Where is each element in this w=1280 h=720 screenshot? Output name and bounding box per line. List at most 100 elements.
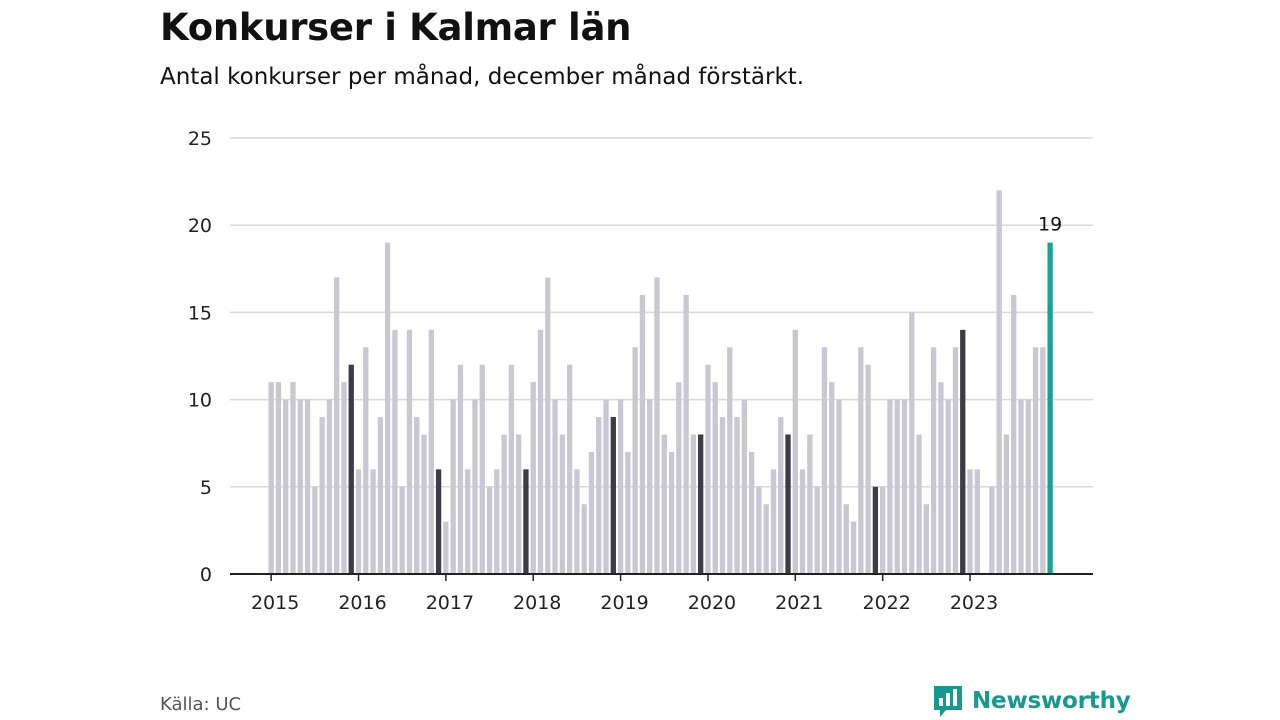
bar <box>974 469 980 574</box>
bar <box>428 329 434 574</box>
bar <box>1003 434 1010 574</box>
bar <box>778 417 784 574</box>
bars <box>268 190 1053 574</box>
bar <box>639 294 646 574</box>
bar <box>763 504 769 574</box>
bar <box>712 382 718 574</box>
bar <box>479 364 485 574</box>
bar <box>821 347 828 574</box>
bar <box>1018 399 1024 574</box>
data-labels: 19 <box>1038 214 1062 236</box>
chart-subtitle: Antal konkurser per månad, december måna… <box>160 64 805 90</box>
y-tick-label: 15 <box>188 302 212 324</box>
bar <box>304 399 311 574</box>
bar <box>916 434 922 574</box>
bar <box>872 486 879 574</box>
bar <box>384 242 391 574</box>
bar <box>581 504 587 574</box>
bar <box>1040 347 1046 574</box>
brand-name: Newsworthy <box>972 688 1131 714</box>
y-tick-label: 0 <box>200 564 212 586</box>
x-tick-label: 2017 <box>426 592 474 614</box>
bar <box>363 347 369 574</box>
bar <box>705 364 711 574</box>
bar <box>785 434 791 574</box>
bar <box>596 417 602 574</box>
bar <box>508 364 515 574</box>
bar <box>603 399 609 574</box>
bar <box>632 347 638 574</box>
bar <box>836 399 842 574</box>
bar <box>799 469 806 574</box>
bar <box>552 399 558 574</box>
bar <box>829 382 835 574</box>
bar <box>494 469 500 574</box>
x-axis: 2015 2016 2017 2018 2019 2020 2021 2022 2023 <box>230 573 1093 614</box>
bar-chart-speech-bubble-icon <box>934 686 962 717</box>
x-tick-label: 2020 <box>688 592 736 614</box>
bar <box>486 486 493 574</box>
bar <box>392 329 398 574</box>
bar <box>283 399 289 574</box>
y-tick-label: 10 <box>188 390 212 412</box>
bar <box>319 417 325 574</box>
bar <box>858 347 864 574</box>
bar <box>654 277 660 574</box>
bar <box>894 399 900 574</box>
bar <box>472 399 478 574</box>
bar <box>617 399 624 574</box>
bar <box>668 451 675 574</box>
bar <box>952 347 959 574</box>
bar <box>967 469 973 574</box>
bar <box>727 347 733 574</box>
bar <box>435 469 442 574</box>
bar <box>770 469 777 574</box>
bar <box>530 382 536 574</box>
x-tick-label: 2022 <box>862 592 910 614</box>
data-label-latest: 19 <box>1038 214 1062 236</box>
bar <box>377 417 383 574</box>
bar <box>370 469 376 574</box>
y-axis-ticks: 0 5 10 15 20 25 <box>188 128 212 586</box>
bar <box>938 382 944 574</box>
bar <box>901 399 908 574</box>
bar <box>588 451 595 574</box>
bar <box>457 364 464 574</box>
bar <box>355 469 362 574</box>
bar <box>523 469 529 574</box>
bar <box>348 364 354 574</box>
bar <box>341 382 347 574</box>
bar <box>574 469 580 574</box>
y-tick-label: 20 <box>188 215 212 237</box>
bar <box>297 399 303 574</box>
bar <box>807 434 813 574</box>
bar <box>1047 242 1053 574</box>
bar <box>989 486 995 574</box>
bar <box>734 417 740 574</box>
bar <box>792 329 798 574</box>
bar <box>399 486 405 574</box>
bar <box>559 434 565 574</box>
bar <box>465 469 471 574</box>
bar <box>516 434 522 574</box>
x-tick-label: 2016 <box>338 592 386 614</box>
bar <box>850 521 857 574</box>
x-tick-label: 2018 <box>513 592 561 614</box>
bar <box>268 382 274 574</box>
bar <box>450 399 456 574</box>
x-tick-label: 2023 <box>950 592 998 614</box>
bar <box>930 347 937 574</box>
bar <box>923 504 929 574</box>
bar <box>909 312 915 574</box>
x-tick-label: 2019 <box>600 592 648 614</box>
bar <box>683 294 689 574</box>
brand[interactable]: Newsworthy <box>932 684 1131 718</box>
bar <box>537 329 544 574</box>
bar <box>545 277 551 574</box>
bar <box>1011 294 1017 574</box>
bar <box>865 364 871 574</box>
bar <box>690 434 697 574</box>
y-tick-label: 5 <box>200 477 212 499</box>
bar <box>719 417 726 574</box>
